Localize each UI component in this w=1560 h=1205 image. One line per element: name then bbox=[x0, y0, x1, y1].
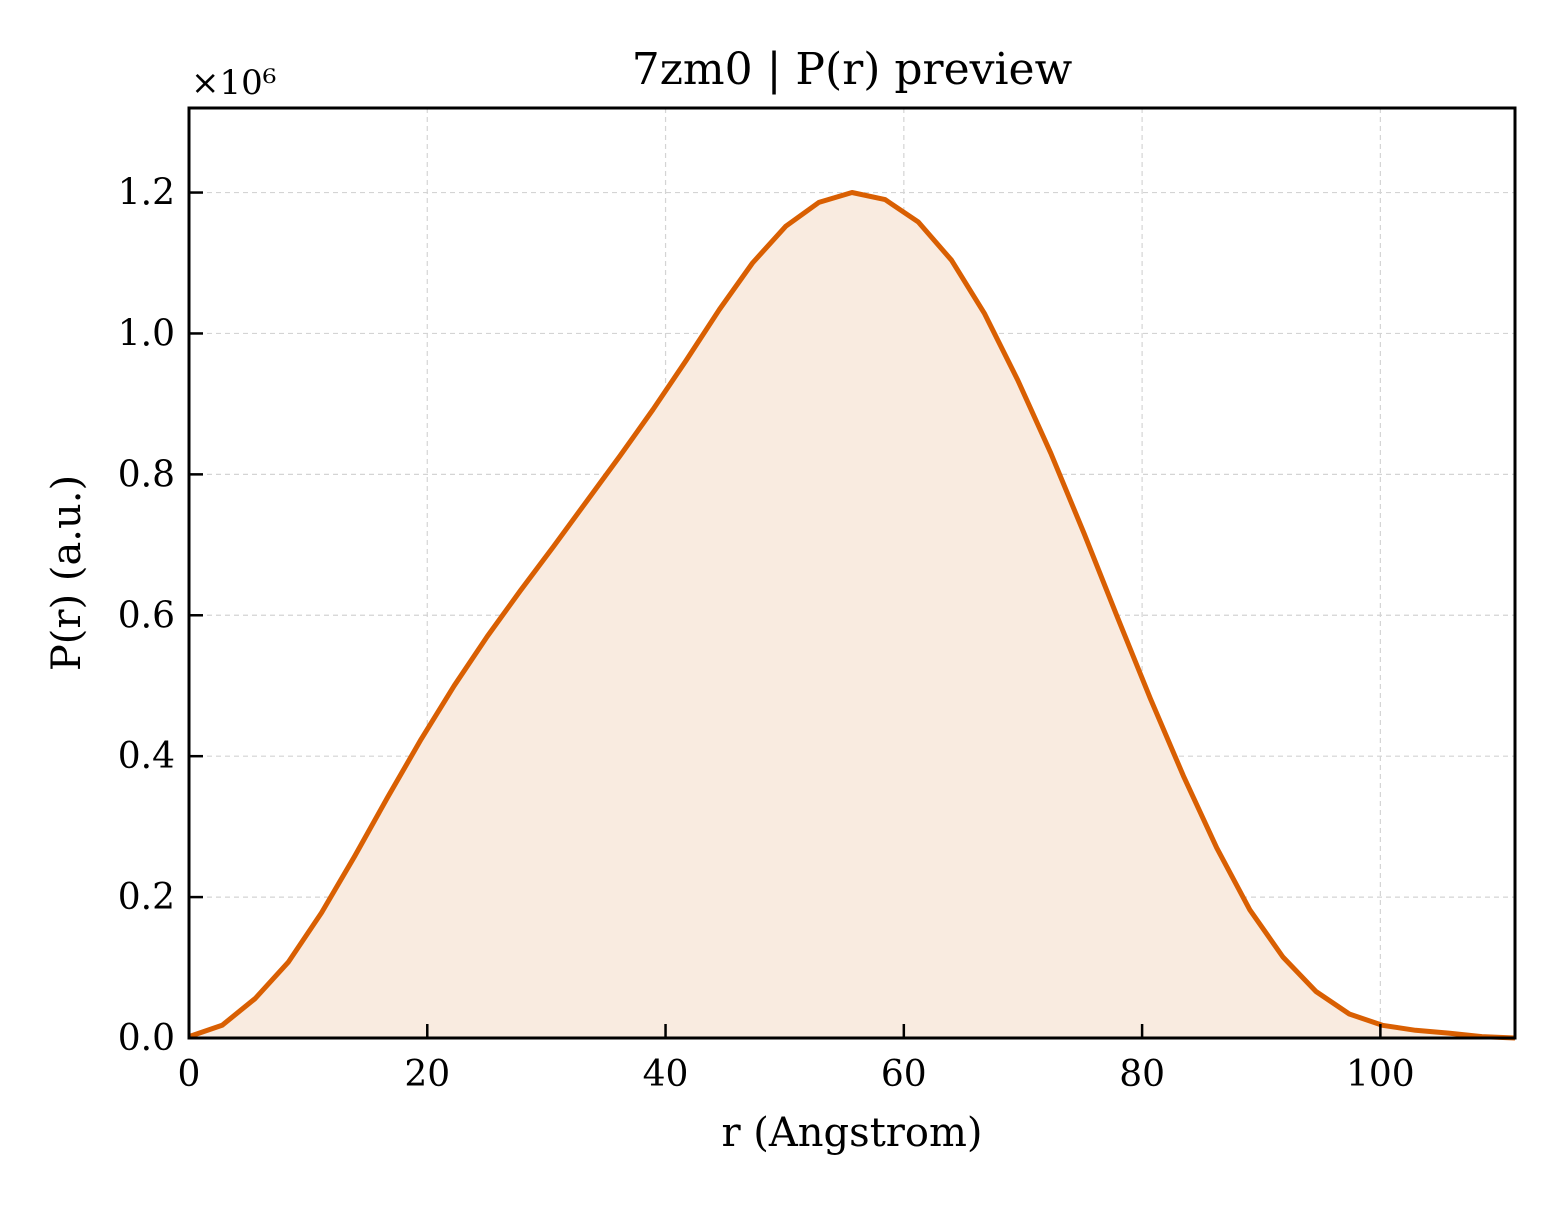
y-tick-label: 1.0 bbox=[118, 313, 175, 354]
ticks-layer: 0 20 40 60 80 100 0.0 0.2 0.4 0.6 0.8 1.0 1.2 bbox=[118, 173, 1415, 1095]
x-tick-label: 100 bbox=[1346, 1054, 1415, 1095]
y-tick-label: 0.8 bbox=[118, 454, 175, 495]
x-axis-label: r (Angstrom) bbox=[721, 1110, 982, 1156]
y-tick-label: 1.2 bbox=[118, 173, 175, 214]
x-tick-label: 80 bbox=[1119, 1054, 1165, 1095]
x-tick-label: 0 bbox=[178, 1054, 201, 1095]
y-tick-label: 0.0 bbox=[118, 1018, 175, 1059]
x-tick-label: 40 bbox=[643, 1054, 689, 1095]
y-tick-label: 0.6 bbox=[118, 595, 175, 636]
y-offset-label: ×10⁶ bbox=[191, 63, 276, 103]
y-tick-label: 0.4 bbox=[118, 736, 175, 777]
area-fill bbox=[189, 192, 1515, 1038]
x-tick-label: 60 bbox=[881, 1054, 927, 1095]
chart-title: 7zm0 | P(r) preview bbox=[632, 44, 1073, 95]
series-line bbox=[188, 190, 1516, 1041]
y-axis-label: P(r) (a.u.) bbox=[44, 475, 90, 671]
y-tick-label: 0.2 bbox=[118, 877, 175, 918]
plot-frame bbox=[187, 106, 1517, 1040]
x-tick-label: 20 bbox=[404, 1054, 450, 1095]
